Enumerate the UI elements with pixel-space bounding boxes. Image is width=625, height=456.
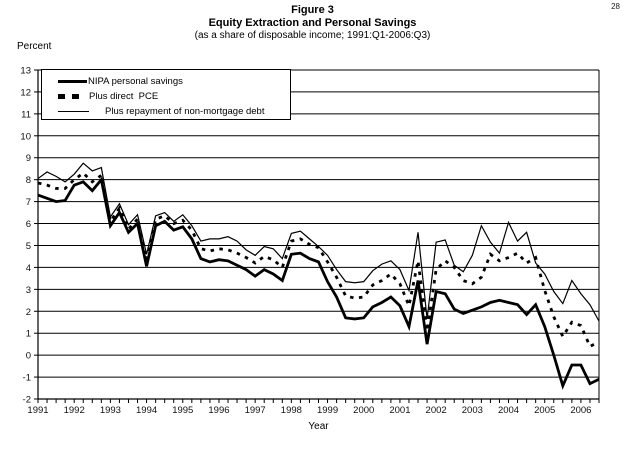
chart-title-block: Figure 3 Equity Extraction and Personal … [0, 4, 625, 42]
y-tick-label: -2 [23, 395, 31, 406]
legend-item-repayment: Plus repayment of non-mortgage debt [58, 104, 290, 119]
y-tick-label: -1 [23, 373, 31, 384]
y-tick-label: 1 [26, 329, 31, 340]
y-tick-label: 3 [26, 285, 31, 296]
y-tick-label: 5 [26, 241, 31, 252]
legend-item-pce: Plus direct PCE [58, 89, 290, 104]
x-year-label: 1993 [100, 405, 121, 416]
y-tick-label: 4 [26, 263, 31, 274]
x-year-label: 2006 [570, 405, 591, 416]
x-year-label: 2002 [426, 405, 447, 416]
x-axis-title: Year [308, 421, 329, 432]
y-tick-label: 13 [20, 66, 31, 77]
y-axis-title: Percent [17, 41, 52, 52]
x-year-label: 1991 [27, 405, 48, 416]
x-year-label: 1994 [136, 405, 157, 416]
y-tick-label: 12 [20, 87, 31, 98]
y-tick-label: 8 [26, 175, 31, 186]
series-line-nipa-personal-savings [37, 176, 600, 390]
x-year-label: 2004 [498, 405, 519, 416]
legend-label-nipa: NIPA personal savings [88, 76, 183, 87]
legend-label-repayment: Plus repayment of non-mortgage debt [105, 106, 265, 117]
thin-solid-line-swatch [58, 110, 89, 113]
x-year-label: 1999 [317, 405, 338, 416]
chart-subtitle: (as a share of disposable income; 1991:Q… [194, 30, 431, 41]
x-year-label: 1997 [245, 405, 266, 416]
x-year-label: 2001 [389, 405, 410, 416]
x-year-label: 1995 [172, 405, 193, 416]
chart-title: Equity Extraction and Personal Savings [208, 17, 417, 29]
thick-solid-line-swatch [58, 79, 87, 84]
series-line-plus-direct-pce [37, 171, 600, 349]
legend-label-pce: Plus direct PCE [89, 91, 159, 102]
y-tick-label: 7 [26, 197, 31, 208]
y-tick-label: 2 [26, 307, 31, 318]
x-year-label: 1996 [208, 405, 229, 416]
y-tick-label: 11 [21, 109, 31, 120]
series-line-plus-repayment-of-non-mortgage-debt [37, 162, 600, 322]
x-year-label: 2000 [353, 405, 374, 416]
x-year-label: 1998 [281, 405, 302, 416]
y-tick-label: 6 [26, 219, 31, 230]
figure-label: Figure 3 [291, 4, 334, 16]
x-year-label: 2005 [534, 405, 555, 416]
y-tick-label: 9 [26, 153, 31, 164]
page-number: 28 [611, 2, 620, 11]
legend-item-nipa: NIPA personal savings [58, 74, 290, 89]
legend: NIPA personal savings Plus direct PCE Pl… [41, 69, 291, 120]
x-year-label: 1992 [64, 405, 85, 416]
x-year-label: 2003 [462, 405, 483, 416]
y-tick-label: 0 [26, 351, 31, 362]
dashed-line-swatch [58, 94, 79, 99]
y-tick-label: 10 [20, 131, 31, 142]
